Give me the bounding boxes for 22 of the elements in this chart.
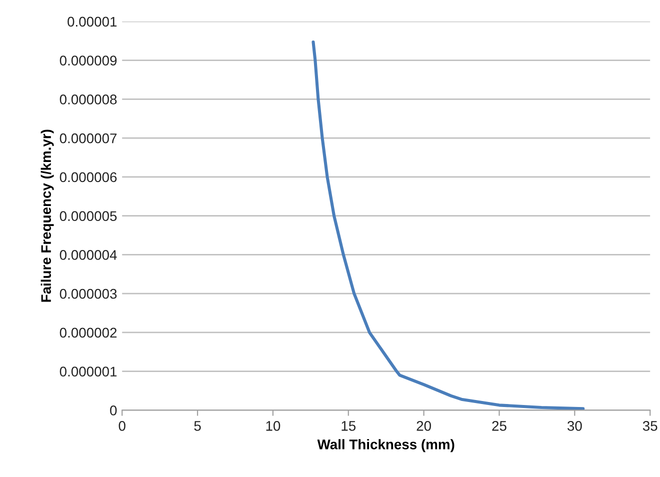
- y-tick-label: 0.000002: [60, 328, 117, 338]
- x-axis-title: Wall Thickness (mm): [317, 439, 454, 452]
- y-tick-label: 0.000001: [60, 366, 117, 377]
- x-tick-label: 0: [118, 421, 126, 431]
- y-tick-label: 0.000003: [60, 288, 117, 299]
- x-tick-label: 20: [416, 421, 431, 431]
- x-tick-label: 25: [492, 421, 506, 431]
- y-tick-label: 0.000004: [60, 250, 117, 260]
- x-tick-label: 30: [567, 421, 582, 431]
- y-tick-label: 0.000005: [60, 211, 117, 222]
- y-tick-label: 0.00001: [68, 16, 117, 27]
- y-tick-label: 0.000006: [60, 172, 117, 182]
- x-tick-label: 15: [342, 421, 356, 431]
- y-axis-title: Failure Frequency (/km.yr): [40, 130, 54, 302]
- y-tick-label: 0.000007: [60, 133, 117, 144]
- x-tick-label: 10: [266, 421, 280, 431]
- line-series: [312, 40, 585, 410]
- y-tick-label: 0: [110, 406, 117, 416]
- y-tick-label: 0.000009: [60, 56, 117, 66]
- x-tick-label: 35: [642, 421, 658, 431]
- x-tick-label: 5: [194, 421, 201, 431]
- y-tick-label: 0.000008: [60, 94, 117, 104]
